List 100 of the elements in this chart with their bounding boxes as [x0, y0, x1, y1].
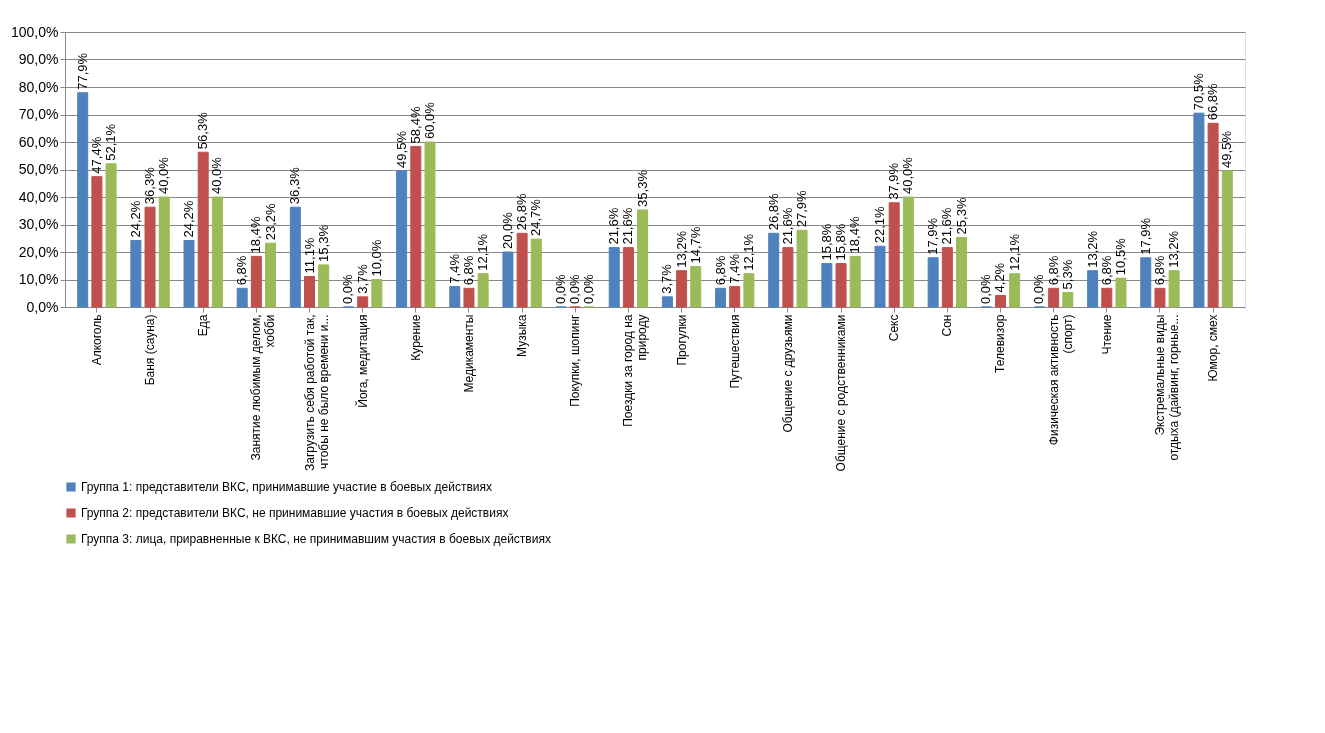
data-label: 15,3%: [315, 224, 331, 262]
data-label: 0,0%: [1031, 273, 1047, 304]
data-label: 70,5%: [1190, 72, 1206, 111]
bar: [1207, 122, 1219, 308]
bar: [888, 202, 900, 308]
x-tick-label: Прогулки: [674, 314, 689, 366]
data-label: 58,4%: [407, 106, 423, 144]
bar: [463, 287, 475, 308]
data-label: 47,4%: [88, 136, 104, 174]
x-tick-label: Баня (сауна): [143, 314, 158, 386]
bar: [144, 206, 156, 308]
y-tick-label: 0,0%: [26, 298, 59, 315]
data-label: 18,4%: [248, 216, 264, 254]
data-label: 21,6%: [779, 207, 795, 245]
data-label: 18,4%: [847, 216, 863, 254]
bar: [835, 263, 847, 308]
data-label: 25,3%: [953, 197, 969, 235]
data-label: 13,2%: [673, 230, 689, 268]
data-label: 15,8%: [833, 223, 849, 261]
bar: [197, 151, 209, 308]
data-label: 24,2%: [127, 200, 143, 238]
bar: [622, 247, 634, 308]
data-label: 21,6%: [620, 207, 636, 245]
bar: [796, 229, 808, 308]
y-tick-label: 50,0%: [18, 161, 59, 177]
bar: [105, 163, 117, 308]
y-tick-label: 70,0%: [18, 106, 59, 122]
data-label: 10,0%: [368, 239, 384, 277]
bar: [874, 245, 886, 308]
bar: [1048, 287, 1060, 308]
x-tick-label: Еда: [196, 314, 211, 337]
bar: [1009, 273, 1021, 308]
bar: [743, 273, 755, 308]
data-label: 13,2%: [1084, 230, 1100, 268]
data-label: 0,0%: [567, 273, 583, 304]
data-label: 56,3%: [195, 111, 211, 150]
data-label: 40,0%: [156, 156, 172, 194]
bar: [516, 232, 528, 308]
data-label: 40,0%: [900, 156, 916, 194]
bar: [77, 92, 89, 308]
bar: [729, 286, 741, 308]
bar: [1140, 257, 1152, 308]
data-label: 49,5%: [1219, 130, 1235, 168]
bar: [265, 242, 277, 308]
x-tick-label: Алкоголь: [89, 314, 104, 366]
bar: [902, 196, 914, 308]
legend-label: Группа 1: представители ВКС, принимавшие участие в боевых действиях: [81, 480, 492, 494]
bar: [236, 287, 248, 308]
data-label: 37,9%: [886, 162, 902, 200]
x-tick-label: Секс: [887, 314, 902, 342]
bar: [995, 294, 1006, 308]
data-label: 35,3%: [634, 169, 650, 207]
x-tick-label: Путешествия: [727, 314, 742, 389]
data-label: 6,8%: [460, 255, 476, 286]
bar: [211, 196, 223, 308]
data-label: 7,4%: [446, 253, 462, 284]
x-tick-label: Общение с друзьями: [780, 314, 795, 433]
bar: [318, 264, 330, 308]
data-label: 26,8%: [514, 193, 530, 231]
bar: [956, 236, 968, 308]
bar: [396, 170, 408, 308]
data-label: 10,5%: [1112, 237, 1128, 276]
data-label: 4,2%: [992, 262, 1008, 293]
data-label: 7,4%: [726, 253, 742, 284]
x-tick-label: Сон: [940, 314, 955, 337]
bar: [1087, 270, 1099, 308]
bar: [357, 296, 369, 308]
bar: [424, 141, 436, 308]
bar: [1221, 170, 1233, 308]
y-tick-label: 80,0%: [18, 78, 59, 95]
bar: [530, 238, 542, 308]
x-tick-label: Общение с родственниками: [834, 314, 849, 472]
data-label: 6,8%: [1151, 255, 1167, 286]
x-tick-label: Занятие любимым делом, хобби: [249, 314, 278, 461]
y-tick-label: 100,0%: [11, 23, 59, 40]
bar: [304, 275, 315, 308]
data-label: 24,7%: [528, 198, 544, 237]
data-label: 13,2%: [1166, 230, 1182, 268]
bar: [768, 232, 780, 308]
bar: [183, 239, 195, 308]
bar: [661, 296, 673, 308]
x-tick-label: Загрузить себя работой так, чтобы не было времени и...: [302, 314, 331, 471]
data-label: 0,0%: [581, 273, 597, 304]
data-label: 6,8%: [234, 255, 250, 286]
data-label: 14,7%: [687, 226, 703, 264]
data-label: 17,9%: [925, 217, 941, 255]
y-tick-label: 40,0%: [18, 188, 59, 205]
data-label: 24,2%: [181, 200, 197, 238]
data-label: 22,1%: [872, 205, 888, 244]
data-label: 3,7%: [659, 263, 675, 294]
y-tick-label: 60,0%: [18, 133, 59, 150]
bar: [410, 145, 422, 308]
x-tick-label: Йога, медитация: [354, 314, 370, 408]
bar: [1062, 291, 1074, 308]
bar: [1101, 287, 1113, 308]
bar: [637, 209, 649, 308]
data-label: 36,3%: [287, 166, 303, 205]
data-label: 21,6%: [606, 207, 622, 245]
bar: [1193, 112, 1205, 308]
x-tick-label: Музыка: [515, 314, 530, 357]
